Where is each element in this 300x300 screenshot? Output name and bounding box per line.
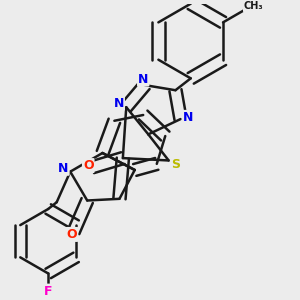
Text: N: N <box>183 111 193 124</box>
Text: N: N <box>114 97 124 110</box>
Text: F: F <box>44 285 52 298</box>
Text: O: O <box>67 228 77 241</box>
Text: O: O <box>83 159 94 172</box>
Text: S: S <box>171 158 180 171</box>
Text: CH₃: CH₃ <box>244 1 263 11</box>
Text: N: N <box>58 162 69 175</box>
Text: N: N <box>138 73 148 85</box>
